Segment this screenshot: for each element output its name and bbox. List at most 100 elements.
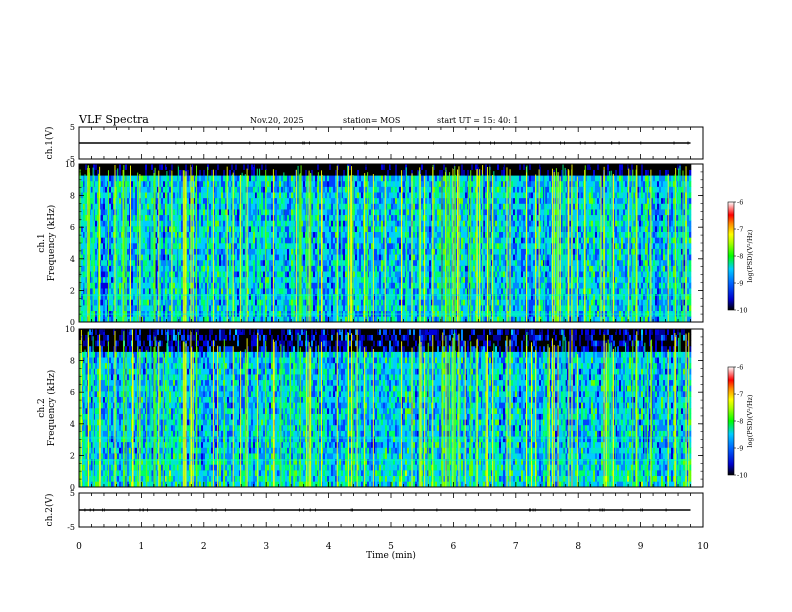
spectrogram-cell — [121, 175, 124, 182]
spectrogram-cell — [291, 169, 294, 176]
spectrogram-cell — [157, 282, 160, 289]
spectrogram-cell — [261, 214, 264, 221]
spectrogram-cell — [247, 288, 250, 295]
spectrogram-cell — [279, 271, 282, 278]
spectrogram-cell — [121, 293, 124, 300]
spectrogram-cell — [175, 271, 178, 278]
spectrogram-cell — [251, 186, 254, 193]
spectrogram-cell — [155, 220, 158, 227]
spectrogram-cell — [143, 259, 146, 266]
spectrogram-cell — [253, 186, 256, 193]
spectrogram-cell — [85, 192, 88, 199]
spectrogram-cell — [219, 293, 222, 300]
spectrogram-cell — [359, 220, 362, 227]
spectrogram-cell — [157, 259, 160, 266]
spectrogram-cell — [289, 288, 292, 295]
spectrogram-cell — [101, 237, 104, 244]
spectrogram-cell — [109, 299, 112, 306]
spectrogram-cell — [165, 305, 168, 312]
spectrogram-cell — [277, 288, 280, 295]
spectrogram-cell — [327, 293, 330, 300]
spectrogram-cell — [351, 282, 354, 289]
spectrogram-cell — [151, 214, 154, 221]
spectrogram-cell — [305, 271, 308, 278]
spectrogram-cell — [401, 192, 404, 199]
spectrogram-cell — [371, 237, 374, 244]
spectrogram-cell — [221, 209, 224, 216]
spectrogram-cell — [183, 164, 186, 170]
spectrogram-cell — [263, 169, 266, 176]
spectrogram-cell — [81, 209, 84, 216]
spectrogram-cell — [159, 271, 162, 278]
spectrogram-cell — [103, 186, 106, 193]
spectrogram-cell — [371, 209, 374, 216]
spectrogram-cell — [135, 293, 138, 300]
spectrogram-cell — [145, 282, 148, 289]
spectrogram-cell — [165, 248, 168, 255]
spectrogram-cell — [91, 164, 94, 170]
spectrogram-cell — [149, 180, 152, 187]
spectrogram-cell — [277, 214, 280, 221]
spectrogram-cell — [257, 231, 260, 238]
spectrogram-cell — [413, 265, 416, 272]
spectrogram-cell — [339, 299, 342, 306]
spectrogram-cell — [389, 209, 392, 216]
spectrogram-cell — [387, 209, 390, 216]
spectrogram-cell — [249, 276, 252, 283]
spectrogram-cell — [417, 175, 420, 182]
spectrogram-cell — [247, 175, 250, 182]
spectrogram-cell — [301, 271, 304, 278]
spectrogram-cell — [99, 293, 102, 300]
spectrogram-cell — [415, 226, 418, 233]
spectrogram-cell — [389, 243, 392, 249]
spectrogram-cell — [89, 259, 92, 266]
spectrogram-cell — [251, 271, 254, 278]
spectrogram-cell — [165, 180, 168, 187]
spectrogram-cell — [155, 169, 158, 176]
spectrogram-cell — [105, 231, 108, 238]
spectrogram-cell — [333, 169, 336, 176]
spectrogram-cell — [331, 192, 334, 199]
spectrogram-cell — [269, 259, 272, 266]
spectrogram-cell — [331, 226, 334, 233]
spectrogram-cell — [303, 293, 306, 300]
spectrogram-cell — [273, 282, 276, 289]
spectrogram-cell — [143, 226, 146, 233]
spectrogram-cell — [163, 226, 166, 233]
spectrogram-cell — [213, 282, 216, 289]
spectrogram-cell — [281, 316, 284, 323]
spectrogram-cell — [351, 226, 354, 233]
spectrogram-cell — [225, 164, 228, 170]
spectrogram-cell — [165, 214, 168, 221]
spectrogram-cell — [257, 271, 260, 278]
spectrogram-cell — [187, 265, 190, 272]
spectrogram-cell — [355, 305, 358, 312]
spectrogram-cell — [365, 203, 368, 210]
spectrogram-cell — [399, 169, 402, 176]
spectrogram-cell — [141, 299, 144, 306]
spectrogram-cell — [211, 243, 214, 249]
spectrogram-cell — [401, 254, 404, 261]
spectrogram-cell — [101, 288, 104, 295]
spectrogram-cell — [415, 197, 418, 204]
spectrogram-cell — [355, 299, 358, 306]
spectrogram-cell — [197, 237, 200, 244]
spectrogram-cell — [113, 175, 116, 182]
spectrogram-cell — [179, 282, 182, 289]
spectrogram-cell — [263, 175, 266, 182]
spectrogram-cell — [325, 197, 328, 204]
spectrogram-cell — [103, 237, 106, 244]
spectrogram-cell — [307, 180, 310, 187]
spectrogram-cell — [339, 271, 342, 278]
spectrogram-cell — [367, 220, 370, 227]
spectrogram-cell — [185, 164, 188, 170]
spectrogram-cell — [167, 226, 170, 233]
spectrogram-cell — [221, 271, 224, 278]
spectrogram-cell — [93, 316, 96, 323]
spectrogram-cell — [391, 299, 394, 306]
spectrogram-cell — [179, 226, 182, 233]
spectrogram-cell — [287, 265, 290, 272]
spectrogram-cell — [343, 259, 346, 266]
spectrogram-cell — [287, 299, 290, 306]
spectrogram-cell — [331, 231, 334, 238]
